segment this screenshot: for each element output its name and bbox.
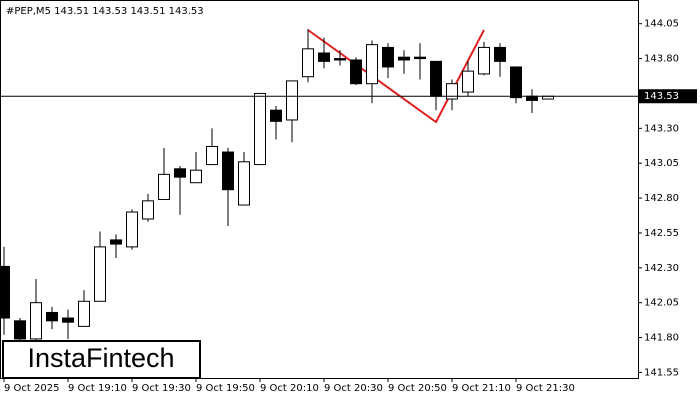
candle-body — [158, 173, 170, 200]
candle-body — [414, 56, 426, 60]
y-tick-label: 143.80 — [644, 54, 679, 65]
candle-body — [126, 211, 138, 248]
candle-body — [62, 317, 74, 323]
y-tick-label: 144.05 — [644, 19, 679, 30]
x-tick-label: 9 Oct 20:10 — [260, 383, 319, 394]
candle-body — [30, 302, 42, 340]
candle-body — [366, 44, 378, 85]
candle-body — [302, 48, 314, 78]
x-tick-label: 9 Oct 21:10 — [452, 383, 511, 394]
y-tick-label: 142.30 — [644, 263, 679, 274]
candle-body — [286, 80, 298, 121]
candle-body — [526, 95, 538, 101]
current-price-box — [639, 89, 697, 104]
candle-body — [0, 265, 10, 319]
candle-body — [350, 59, 362, 85]
candle-body — [462, 70, 474, 93]
candle-body — [270, 109, 282, 122]
candle-body — [318, 52, 330, 62]
logo: InstaFintech — [27, 343, 174, 373]
y-tick-label: 142.55 — [644, 228, 679, 239]
candle-body — [78, 300, 90, 327]
candle-body — [398, 56, 410, 61]
candle-body — [446, 83, 458, 100]
x-tick-label: 9 Oct 21:30 — [516, 383, 575, 394]
candle-body — [110, 239, 122, 245]
x-tick-label: 9 Oct 19:30 — [132, 383, 191, 394]
y-tick-label: 141.80 — [644, 333, 679, 344]
candle-body — [382, 46, 394, 68]
x-tick-label: 9 Oct 20:50 — [388, 383, 447, 394]
candle-body — [510, 66, 522, 99]
candle-body — [142, 200, 154, 220]
candle-body — [494, 46, 506, 62]
candle-body — [14, 320, 26, 340]
y-tick-label: 142.05 — [644, 298, 679, 309]
current-price-label: 143.53 — [644, 91, 679, 102]
y-tick-label: 141.55 — [644, 367, 679, 378]
y-tick-label: 143.30 — [644, 123, 679, 134]
x-tick-label: 9 Oct 19:10 — [68, 383, 127, 394]
candle-body — [190, 169, 202, 184]
candle-body — [478, 46, 490, 75]
logo-box — [2, 340, 201, 379]
x-tick-label: 9 Oct 2025 — [4, 383, 59, 394]
candle-body — [174, 168, 186, 178]
candle-body — [254, 92, 266, 166]
y-tick-label: 143.05 — [644, 158, 679, 169]
chart-title: #PEP,M5 143.51 143.53 143.51 143.53 — [6, 6, 204, 17]
plot-frame — [0, 0, 639, 379]
y-tick-label: 142.80 — [644, 193, 679, 204]
candle-body — [222, 151, 234, 191]
x-tick-label: 9 Oct 20:30 — [324, 383, 383, 394]
candle-body — [334, 58, 346, 61]
candle-body — [94, 246, 106, 302]
candle-body — [238, 161, 250, 206]
candle-body — [430, 60, 442, 97]
candle-body — [46, 311, 58, 322]
x-tick-label: 9 Oct 19:50 — [196, 383, 255, 394]
candle-body — [206, 145, 218, 166]
